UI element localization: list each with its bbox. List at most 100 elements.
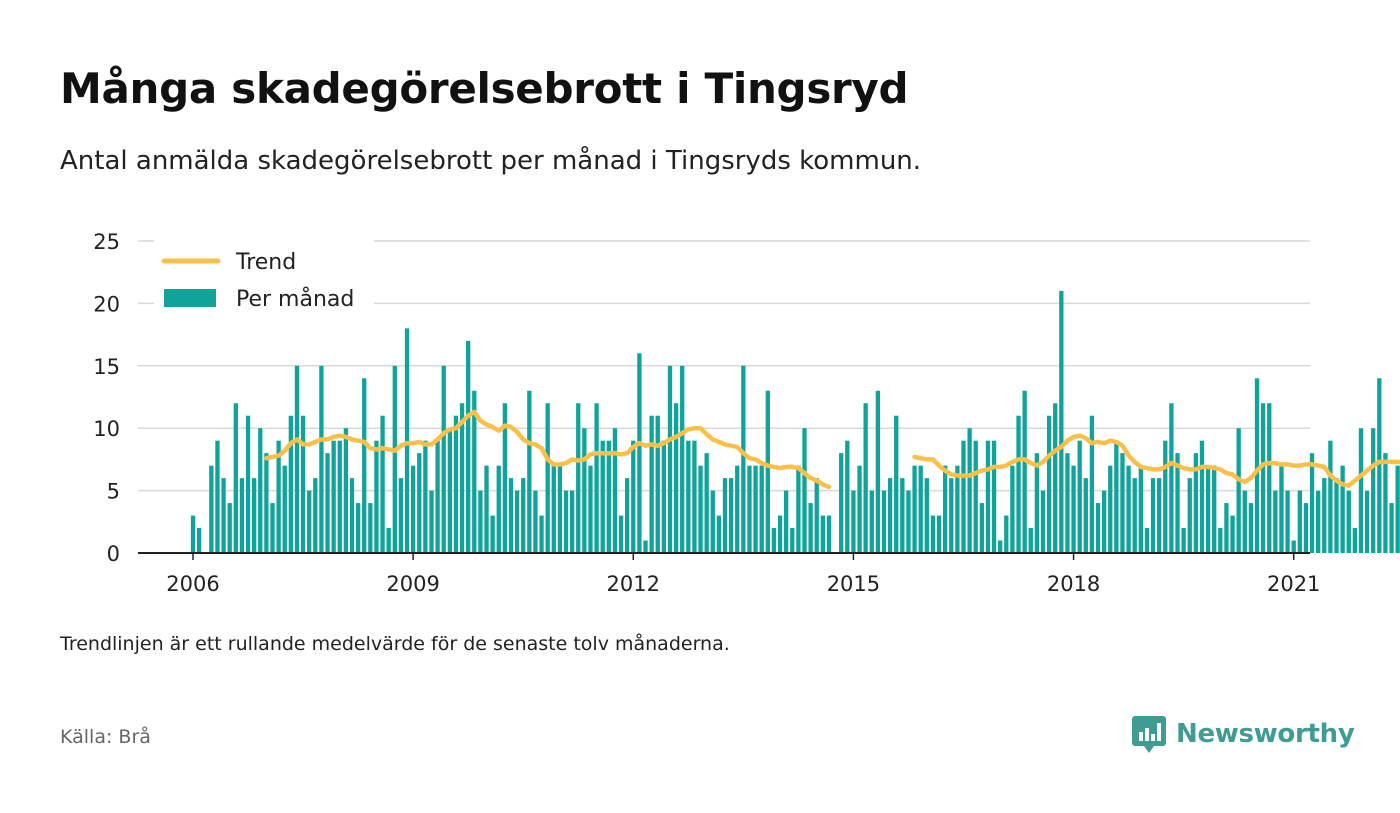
bar xyxy=(1071,465,1076,553)
legend-background xyxy=(154,240,374,322)
bar xyxy=(1218,528,1223,553)
bar xyxy=(502,403,508,553)
bar xyxy=(906,490,911,553)
bar xyxy=(380,415,385,553)
bar xyxy=(227,503,232,553)
bar xyxy=(1101,490,1107,553)
bar xyxy=(508,478,514,553)
bar xyxy=(698,465,703,553)
x-tick-label: 2012 xyxy=(607,572,660,596)
bar xyxy=(661,440,667,553)
bar xyxy=(955,465,960,553)
y-tick-label: 5 xyxy=(107,480,120,504)
bar xyxy=(264,453,269,553)
bar xyxy=(600,440,605,553)
bar xyxy=(796,465,801,553)
bar xyxy=(514,490,520,553)
bar xyxy=(282,465,287,553)
bar xyxy=(1395,465,1400,553)
bar xyxy=(802,428,807,553)
bar xyxy=(1254,378,1260,553)
bar xyxy=(631,440,636,553)
bar xyxy=(924,478,929,553)
bar xyxy=(961,440,966,553)
bar xyxy=(459,403,465,553)
bar xyxy=(1089,415,1095,553)
bar xyxy=(1377,378,1382,553)
bar xyxy=(894,415,899,553)
bar xyxy=(649,415,654,553)
bar xyxy=(1303,503,1309,553)
bar xyxy=(820,515,825,553)
bar xyxy=(1383,453,1388,553)
bar xyxy=(790,528,795,553)
bar xyxy=(692,440,697,553)
bar xyxy=(1046,415,1052,553)
bar xyxy=(490,515,495,553)
bar xyxy=(747,465,752,553)
source-credit: Källa: Brå xyxy=(60,726,151,748)
bar xyxy=(582,428,587,553)
bar xyxy=(765,390,770,553)
bar xyxy=(386,528,391,553)
bar xyxy=(1175,453,1180,553)
bar xyxy=(826,515,832,553)
bar xyxy=(991,440,997,553)
bar xyxy=(1040,490,1046,553)
bar xyxy=(307,490,312,553)
bar xyxy=(716,515,722,553)
bar xyxy=(1016,415,1021,553)
bar xyxy=(1114,440,1119,553)
y-tick-label: 20 xyxy=(93,292,120,316)
bar xyxy=(410,465,416,553)
bar xyxy=(777,515,783,553)
bar xyxy=(1193,453,1199,553)
bar xyxy=(667,365,673,553)
bar xyxy=(612,428,618,553)
bar xyxy=(771,528,777,553)
bar xyxy=(1004,515,1009,553)
bar xyxy=(1126,465,1131,553)
bar xyxy=(759,465,764,553)
bar xyxy=(1169,403,1174,553)
bar xyxy=(1230,515,1235,553)
bar xyxy=(1352,528,1357,553)
bar xyxy=(1309,453,1315,553)
bar xyxy=(1010,465,1015,553)
bar xyxy=(1346,490,1351,553)
bar xyxy=(1242,490,1247,553)
bar xyxy=(618,515,624,553)
bar xyxy=(1205,465,1211,553)
bar xyxy=(949,478,954,553)
bar xyxy=(294,365,300,553)
bar xyxy=(936,515,942,553)
bar xyxy=(576,403,581,553)
bar xyxy=(1199,440,1205,553)
bar xyxy=(753,465,758,553)
bar xyxy=(1224,503,1229,553)
bar xyxy=(973,440,978,553)
bar xyxy=(863,403,868,553)
bar xyxy=(441,365,446,553)
bar xyxy=(1095,503,1101,553)
bar xyxy=(1340,465,1345,553)
bar xyxy=(1108,465,1113,553)
legend: Trend Per månad xyxy=(154,240,374,322)
bar xyxy=(233,403,238,553)
brand-name: Newsworthy xyxy=(1176,719,1355,749)
bar xyxy=(1132,478,1137,553)
bar xyxy=(374,440,379,553)
chart-title: Många skadegörelsebrott i Tingsryd xyxy=(60,64,909,113)
bar xyxy=(404,328,410,553)
bar xyxy=(979,503,984,553)
bar xyxy=(943,465,948,553)
bar xyxy=(429,490,434,553)
bar xyxy=(453,415,459,553)
x-tick-label: 2021 xyxy=(1267,572,1320,596)
bar xyxy=(252,478,257,553)
x-tick-label: 2018 xyxy=(1047,572,1100,596)
bar xyxy=(245,415,251,553)
bar xyxy=(1157,478,1162,553)
bar xyxy=(857,465,862,553)
bar xyxy=(190,515,196,553)
